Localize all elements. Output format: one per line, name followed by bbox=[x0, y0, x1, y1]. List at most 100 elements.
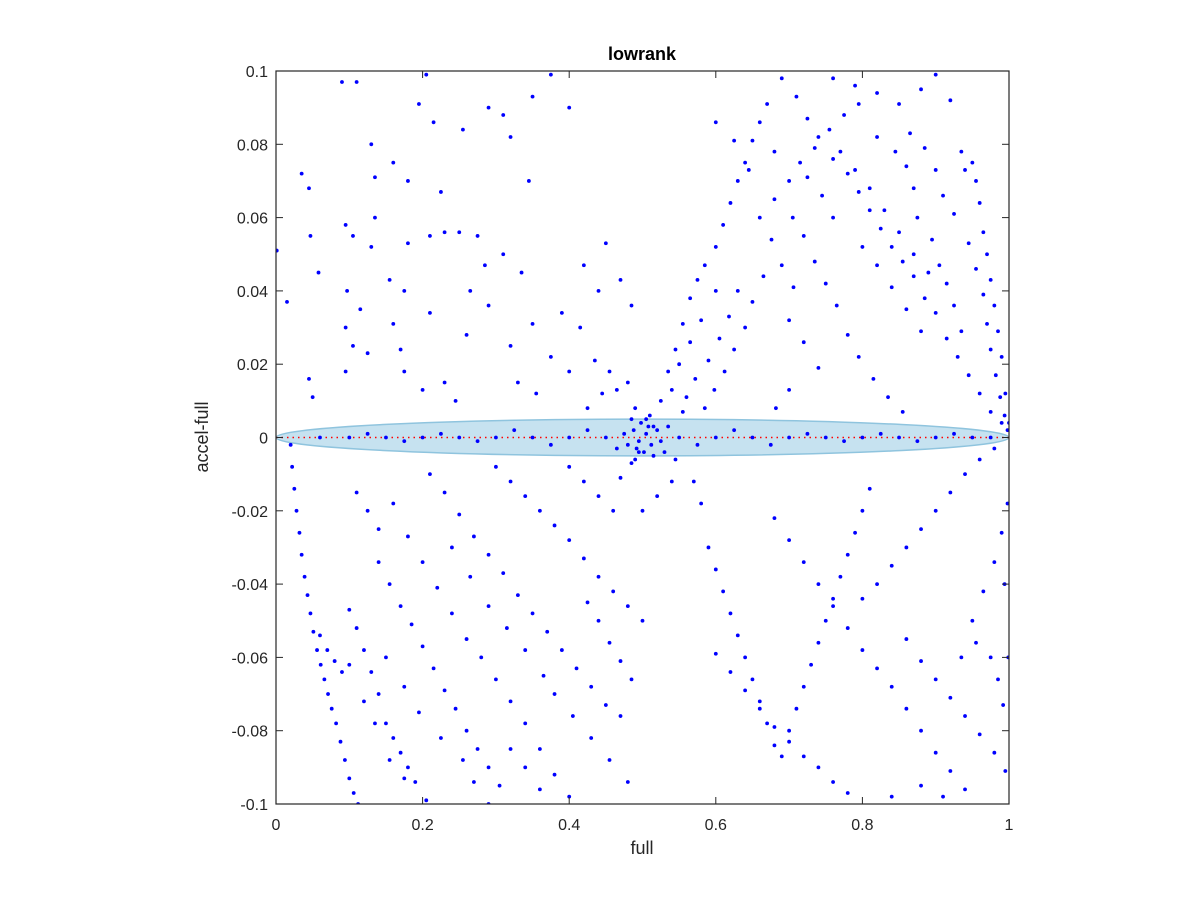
data-point bbox=[526, 179, 531, 183]
data-point bbox=[311, 629, 316, 634]
data-point bbox=[769, 237, 774, 242]
data-point bbox=[468, 574, 473, 579]
data-point bbox=[424, 798, 429, 803]
data-point bbox=[334, 721, 339, 726]
data-point bbox=[299, 171, 304, 176]
data-point bbox=[816, 640, 821, 645]
data-point bbox=[578, 325, 583, 330]
data-point bbox=[952, 303, 956, 308]
data-point bbox=[919, 728, 923, 733]
data-point bbox=[831, 215, 835, 220]
data-point bbox=[878, 226, 883, 231]
data-point bbox=[900, 259, 905, 264]
data-point bbox=[919, 329, 923, 334]
data-point bbox=[428, 310, 432, 315]
data-point bbox=[713, 120, 718, 125]
data-point bbox=[774, 406, 778, 411]
x-tick-label: 0.2 bbox=[411, 817, 433, 834]
data-point bbox=[845, 791, 850, 795]
data-point bbox=[798, 160, 802, 165]
data-point bbox=[607, 369, 612, 374]
data-point bbox=[904, 307, 909, 312]
data-point bbox=[853, 168, 857, 172]
x-axis-label: full bbox=[630, 838, 653, 858]
data-point bbox=[373, 721, 377, 726]
data-point bbox=[875, 135, 879, 139]
data-point bbox=[523, 494, 528, 499]
data-point bbox=[464, 637, 469, 641]
data-point bbox=[998, 395, 1003, 400]
data-point bbox=[933, 750, 938, 755]
data-point bbox=[391, 321, 396, 326]
data-point bbox=[666, 424, 671, 429]
data-point bbox=[823, 435, 828, 440]
data-point bbox=[428, 472, 432, 477]
y-tick-label: -0.1 bbox=[240, 797, 268, 814]
data-point bbox=[288, 442, 293, 447]
data-point bbox=[963, 787, 967, 792]
data-point bbox=[933, 72, 938, 77]
data-point bbox=[867, 486, 872, 491]
y-tick-label: 0.08 bbox=[237, 137, 268, 154]
data-point bbox=[611, 589, 616, 594]
data-point bbox=[642, 450, 646, 455]
data-point bbox=[276, 248, 279, 253]
data-point bbox=[631, 428, 636, 433]
data-point bbox=[655, 428, 660, 433]
data-point bbox=[966, 241, 971, 246]
data-point bbox=[343, 223, 348, 227]
data-point bbox=[963, 168, 967, 172]
confidence-band bbox=[276, 418, 1009, 457]
data-point bbox=[305, 593, 310, 597]
data-point bbox=[308, 611, 313, 616]
data-point bbox=[790, 215, 795, 220]
data-point bbox=[457, 435, 462, 440]
data-point bbox=[384, 721, 388, 726]
data-point bbox=[985, 252, 989, 257]
data-point bbox=[646, 424, 651, 429]
data-point bbox=[970, 435, 975, 440]
data-point bbox=[322, 677, 327, 682]
data-point bbox=[794, 706, 799, 711]
data-point bbox=[721, 589, 726, 594]
data-point bbox=[548, 442, 553, 447]
data-point bbox=[677, 362, 682, 367]
data-point bbox=[933, 310, 938, 315]
data-point bbox=[937, 263, 942, 268]
data-point bbox=[959, 329, 964, 334]
data-point bbox=[406, 534, 410, 539]
data-point bbox=[959, 149, 964, 154]
data-point bbox=[992, 750, 997, 755]
data-point bbox=[860, 245, 865, 249]
data-point bbox=[369, 245, 374, 249]
data-point bbox=[644, 417, 649, 422]
data-point bbox=[384, 435, 388, 440]
data-point bbox=[453, 398, 458, 403]
data-point bbox=[787, 179, 791, 183]
data-point bbox=[955, 354, 960, 359]
data-point bbox=[996, 329, 1000, 334]
data-point bbox=[992, 560, 997, 565]
data-point bbox=[512, 428, 517, 433]
data-point bbox=[439, 736, 443, 740]
data-point bbox=[365, 351, 370, 356]
data-point bbox=[933, 677, 938, 682]
data-point bbox=[472, 534, 476, 539]
data-point bbox=[581, 479, 586, 484]
data-point bbox=[508, 479, 513, 484]
data-point bbox=[649, 442, 654, 447]
data-point bbox=[684, 395, 689, 400]
data-point bbox=[919, 527, 923, 532]
data-point bbox=[442, 688, 447, 693]
data-point bbox=[519, 270, 524, 275]
data-point bbox=[442, 490, 447, 495]
data-point bbox=[387, 582, 392, 586]
y-tick-label: 0.02 bbox=[237, 357, 268, 374]
data-point bbox=[743, 325, 748, 330]
data-point bbox=[325, 648, 330, 652]
data-point bbox=[981, 589, 986, 594]
data-point bbox=[1005, 428, 1009, 433]
data-point bbox=[508, 699, 513, 704]
data-point bbox=[772, 149, 777, 154]
